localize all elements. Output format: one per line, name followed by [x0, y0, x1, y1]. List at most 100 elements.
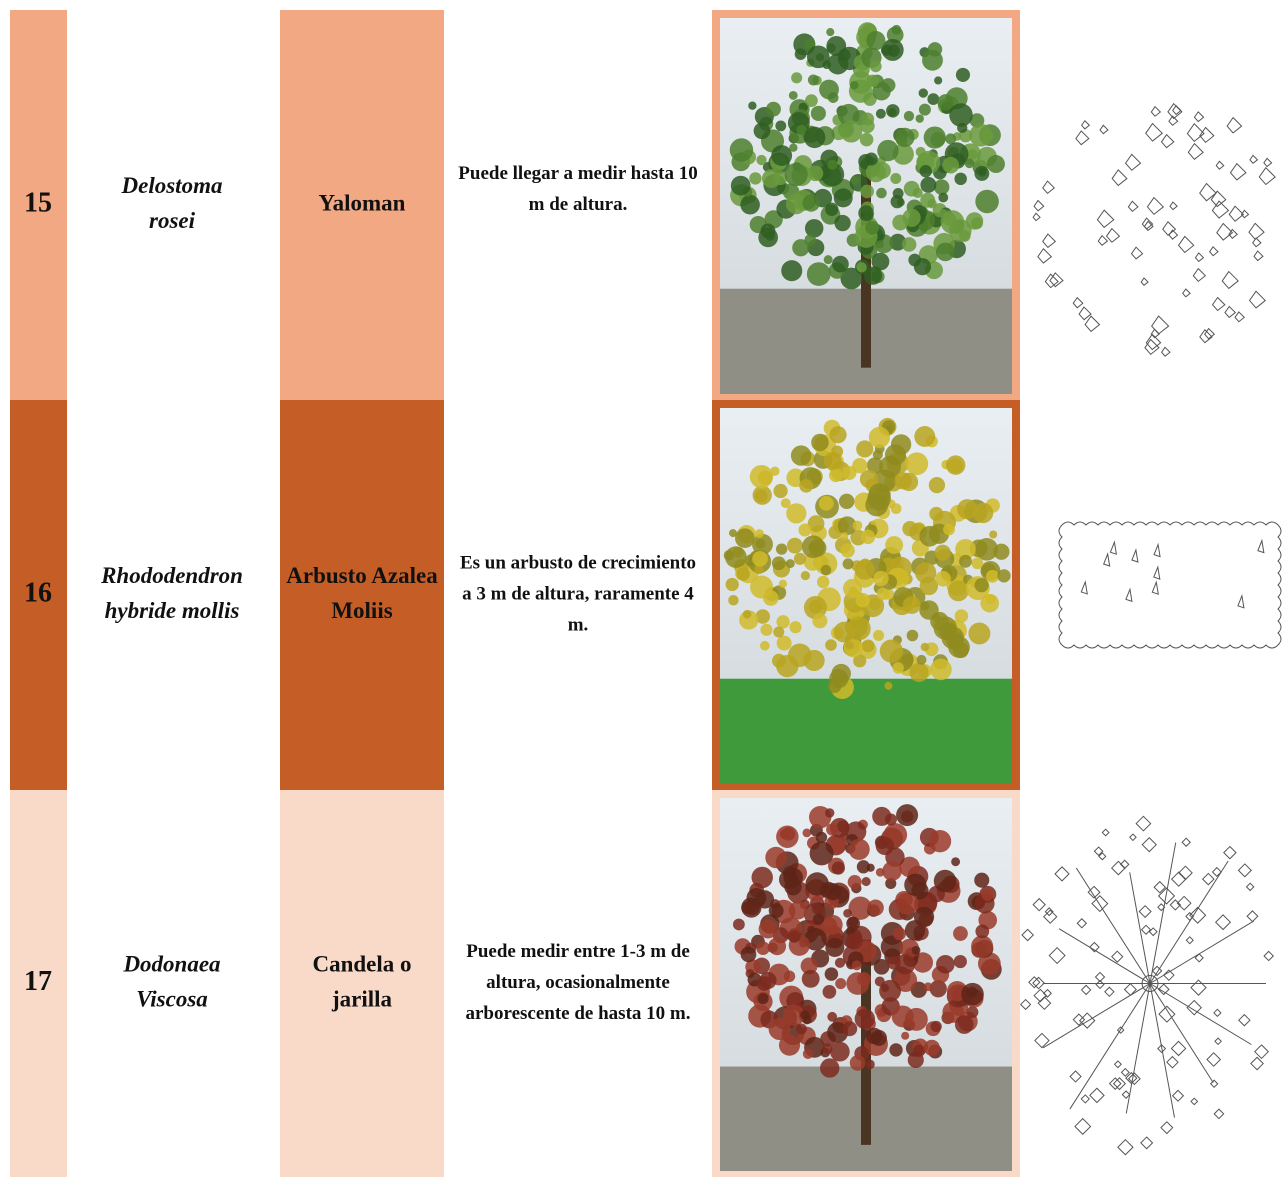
photo-foliage — [896, 804, 919, 827]
photo-foliage — [902, 520, 918, 537]
photo-foliage — [820, 162, 845, 187]
leaf-outline — [1248, 222, 1265, 241]
branch — [1149, 983, 1175, 1118]
leaf-outline — [1157, 903, 1166, 912]
photo-foliage — [843, 908, 852, 918]
branch — [1125, 983, 1151, 1114]
leaf-outline — [1032, 976, 1045, 990]
photo-foliage — [840, 532, 849, 541]
photo-foliage — [805, 872, 829, 896]
leaf-outline — [1105, 227, 1121, 243]
photo-foliage — [831, 861, 845, 875]
photo-foliage — [864, 152, 878, 166]
photo-foliage — [783, 970, 796, 983]
row-number: 16 — [24, 577, 52, 608]
leaf-outline — [1094, 971, 1106, 983]
photo-foliage — [977, 952, 1001, 975]
leaf-outline — [1209, 1079, 1219, 1089]
photo-foliage — [886, 104, 900, 118]
photo-foliage — [954, 172, 967, 186]
photo-foliage — [759, 640, 770, 651]
photo-foliage — [765, 846, 787, 869]
photo-foliage — [959, 554, 972, 568]
photo-foliage — [845, 932, 863, 950]
photo-foliage — [875, 108, 886, 119]
leaf-outline — [1168, 115, 1179, 127]
photo-foliage — [863, 92, 877, 106]
photo-foliage — [804, 219, 824, 238]
photo-foliage — [804, 234, 817, 246]
photo-foliage — [749, 465, 774, 489]
photo-foliage — [732, 918, 745, 931]
photo-foliage — [868, 483, 891, 506]
common-strip — [280, 400, 444, 790]
leaf-outline — [1153, 542, 1161, 558]
photo-foliage — [876, 187, 887, 199]
leaf-outline — [1206, 1052, 1222, 1067]
leaf-outline — [1160, 1121, 1174, 1135]
photo-foliage — [933, 179, 950, 195]
photo-foliage — [755, 529, 764, 538]
photo-foliage — [825, 202, 839, 216]
photo-foliage — [827, 53, 849, 75]
photo-foliage — [822, 1043, 833, 1054]
photo-foliage — [989, 530, 998, 539]
photo-foliage — [802, 194, 820, 212]
photo-foliage — [947, 580, 969, 602]
leaf-outline — [1252, 237, 1262, 248]
photo-foliage — [853, 654, 867, 668]
photo-foliage — [802, 1048, 814, 1059]
leaf-outline — [1108, 1077, 1122, 1090]
photo-foliage — [902, 596, 921, 614]
photo-foliage — [807, 515, 825, 533]
photo-foliage — [915, 114, 924, 123]
leaf-outline — [1189, 906, 1207, 924]
photo-foliage — [820, 1058, 840, 1078]
com-line: Arbusto Azalea — [286, 563, 438, 588]
photo-foliage — [824, 967, 839, 981]
leaf-outline — [1140, 924, 1152, 935]
photo-foliage — [725, 577, 739, 592]
photo-foliage — [840, 543, 855, 558]
photo-foliage — [865, 1059, 875, 1070]
leaf-outline — [1144, 338, 1160, 356]
photo-foliage — [865, 1027, 883, 1045]
number-strip — [10, 10, 67, 400]
photo-foliage — [879, 639, 903, 663]
photo-foliage — [866, 31, 886, 51]
photo-foliage — [959, 230, 971, 242]
leaf-outline — [1229, 162, 1247, 181]
photo-foliage — [847, 875, 862, 890]
leaf-outline — [1140, 1136, 1154, 1150]
sci-line: Dodonaea — [122, 951, 220, 976]
branch — [1149, 983, 1214, 1083]
photo-foliage — [842, 1021, 858, 1037]
photo-foliage — [788, 901, 807, 920]
photo-foliage — [882, 861, 902, 881]
photo-foliage — [790, 445, 812, 466]
branch — [1075, 867, 1151, 984]
photo-foliage — [829, 426, 847, 444]
photo-foliage — [820, 564, 832, 576]
photo-foliage — [928, 830, 952, 853]
leaf-outline — [1080, 1094, 1090, 1104]
photo-foliage — [729, 138, 754, 162]
photo-foliage — [933, 869, 957, 893]
leaf-outline — [1076, 918, 1088, 929]
leaf-outline — [1214, 1037, 1222, 1046]
com-line: Yaloman — [319, 190, 406, 215]
photo-foliage — [752, 550, 768, 567]
photo-foliage — [811, 433, 829, 452]
photo-foliage — [740, 194, 760, 215]
photo-foliage — [804, 38, 816, 50]
leaf-outline — [1143, 220, 1154, 232]
leaf-outline — [1182, 288, 1191, 298]
leaf-outline — [1146, 196, 1165, 216]
leaf-outline — [1151, 580, 1159, 595]
leaf-outline — [1042, 988, 1052, 998]
leaf-outline — [1166, 1055, 1179, 1069]
photo-foliage — [879, 979, 902, 1002]
leaf-outline — [1213, 1008, 1222, 1018]
photo-foliage — [866, 74, 879, 88]
